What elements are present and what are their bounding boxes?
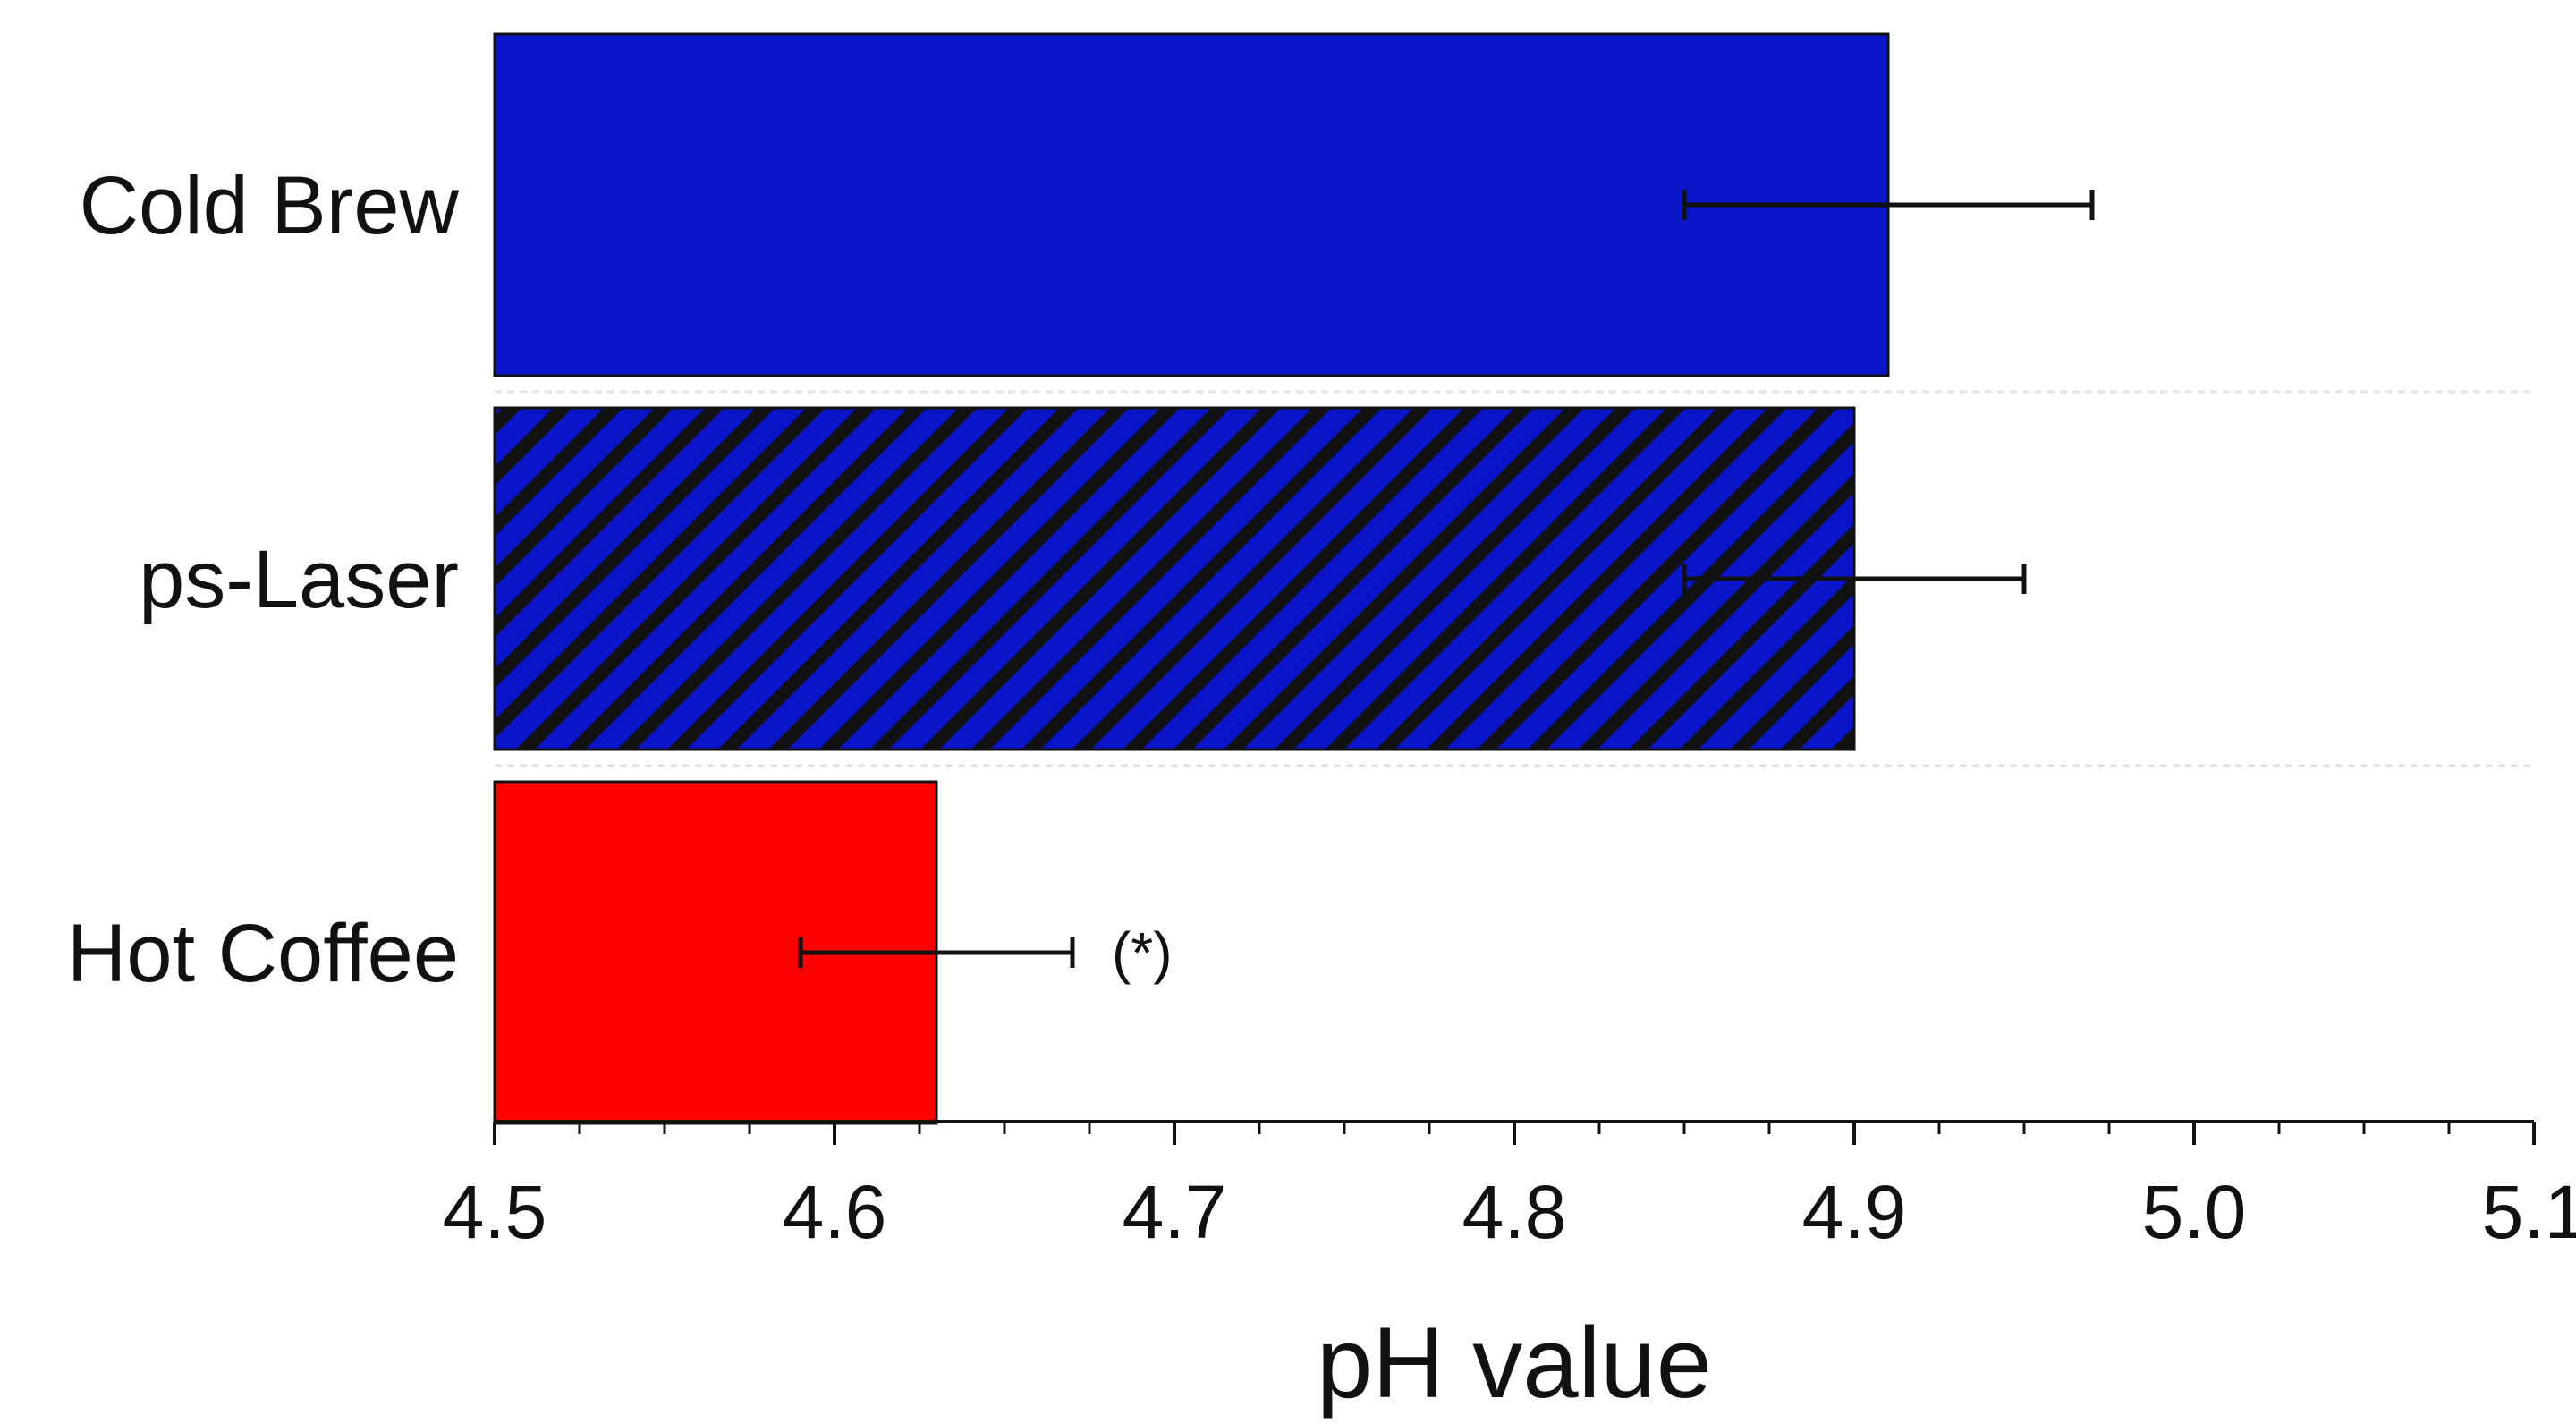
x-axis-title: pH value — [1317, 1307, 1712, 1419]
error-bar-cold-brew — [1682, 190, 2095, 220]
category-label: ps-Laser — [139, 534, 459, 625]
x-tick-label: 5.1 — [2482, 1170, 2576, 1254]
x-axis: 4.5 4.6 4.7 4.8 4.9 5.0 5.1 — [443, 1120, 2576, 1254]
category-label: Cold Brew — [80, 160, 460, 251]
x-tick-label: 4.8 — [1462, 1170, 1567, 1254]
bar-cold-brew — [493, 32, 1890, 377]
significance-annotation: (*) — [1112, 920, 1173, 985]
error-bar-ps-laser — [1682, 564, 2027, 594]
x-tick-label: 4.5 — [443, 1170, 547, 1254]
bar-ps-laser — [493, 406, 1856, 751]
x-tick-label: 4.7 — [1123, 1170, 1227, 1254]
category-label: Hot Coffee — [67, 908, 459, 999]
x-tick-label: 4.9 — [1802, 1170, 1907, 1254]
x-tick-label: 4.6 — [783, 1170, 887, 1254]
category-labels-group: Cold Brew ps-Laser Hot Coffee — [67, 160, 460, 999]
error-bars-group — [798, 190, 2095, 968]
error-bar-hot-coffee — [798, 937, 1075, 968]
x-tick-label: 5.0 — [2142, 1170, 2247, 1254]
bars-group — [493, 32, 1890, 1125]
category-separators — [495, 390, 2534, 767]
annotations-group: (*) — [1112, 920, 1173, 985]
